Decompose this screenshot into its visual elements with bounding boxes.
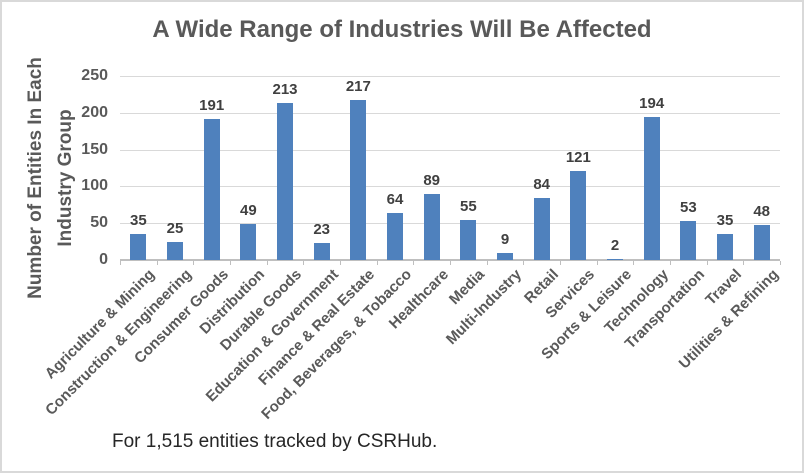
x-axis-tick [523, 261, 525, 265]
bar-value-label-2: 191 [199, 97, 225, 115]
x-axis-tick [193, 261, 195, 265]
y-tick-label-0: 0 [99, 251, 108, 268]
bar-8 [423, 194, 440, 260]
x-axis-tick [670, 261, 671, 265]
bar-15 [680, 220, 697, 260]
x-axis-tick [266, 261, 268, 265]
bar-14 [643, 117, 660, 260]
bar-value-label-12: 121 [565, 148, 591, 166]
y-tick-label-50: 50 [90, 214, 108, 232]
bar-value-label-7: 64 [386, 190, 404, 208]
bar-3 [240, 223, 257, 260]
x-axis-tick [596, 261, 598, 265]
bar-value-label-17: 48 [753, 202, 770, 220]
bar-value-label-4: 213 [272, 81, 298, 99]
bar-0 [130, 234, 147, 260]
bar-6 [350, 100, 367, 260]
bar-12 [570, 170, 587, 260]
bar-1 [167, 241, 183, 260]
x-axis-tick [376, 261, 378, 265]
bar-13 [607, 258, 623, 260]
x-axis-tick [633, 261, 635, 265]
bar-16 [717, 234, 733, 260]
x-axis-tick [743, 261, 745, 265]
x-axis-tick [486, 261, 488, 265]
y-axis-title-line-1: Number of Entities In Each [25, 57, 46, 299]
chart-caption: For 1,515 entities tracked by CSRHub. [112, 431, 438, 452]
gridline-100 [120, 186, 780, 188]
bar-value-label-14: 194 [639, 95, 665, 113]
bar-value-label-9: 55 [459, 197, 477, 215]
x-axis-line [120, 259, 780, 261]
x-axis-tick [156, 261, 158, 265]
bar-2 [203, 119, 220, 260]
bar-11 [533, 198, 550, 260]
x-axis-tick [120, 261, 121, 265]
x-axis-tick [780, 261, 781, 265]
x-axis-tick [450, 261, 451, 265]
y-tick-label-100: 100 [81, 177, 108, 195]
bar-value-label-13: 2 [610, 236, 620, 254]
bar-5 [313, 243, 330, 260]
x-axis-tick [560, 261, 561, 265]
chart-title: A Wide Range of Industries Will Be Affec… [152, 16, 652, 43]
bar-value-label-8: 89 [423, 172, 440, 190]
gridline-250 [120, 76, 780, 77]
gridline-50 [120, 223, 780, 225]
gridline-150 [120, 149, 780, 151]
bar-value-label-0: 35 [129, 212, 147, 230]
x-axis-tick [413, 261, 415, 265]
x-axis-tick [340, 261, 341, 265]
bar-value-label-11: 84 [533, 176, 550, 194]
gridline-200 [120, 112, 780, 114]
y-tick-label-200: 200 [81, 103, 108, 121]
bar-value-label-6: 217 [345, 78, 371, 96]
bar-4 [277, 103, 293, 260]
bar-7 [387, 212, 403, 260]
bar-10 [497, 253, 513, 260]
x-axis-tick [706, 261, 708, 265]
bar-value-label-15: 53 [679, 198, 697, 216]
bar-17 [753, 224, 770, 260]
bar-value-label-5: 23 [313, 221, 330, 239]
bar-value-label-16: 35 [716, 212, 734, 230]
bar-value-label-1: 25 [166, 219, 184, 237]
y-tick-label-250: 250 [81, 67, 108, 84]
x-axis-tick [303, 261, 305, 265]
bar-9 [460, 219, 477, 260]
x-axis-tick [230, 261, 231, 265]
bar-value-label-3: 49 [239, 201, 257, 219]
bar-value-label-10: 9 [500, 231, 510, 249]
y-tick-label-150: 150 [81, 140, 108, 158]
